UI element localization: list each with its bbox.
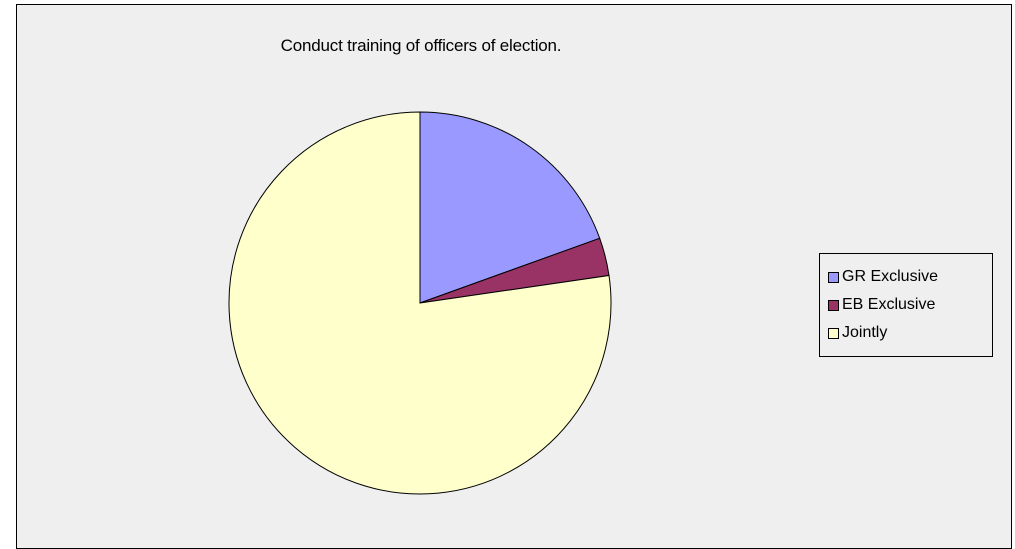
legend-item-eb-exclusive: EB Exclusive [820, 291, 992, 319]
legend-label-gr-exclusive: GR Exclusive [842, 268, 939, 285]
chart-title: Conduct training of officers of election… [280, 36, 562, 55]
pie-slice-jointly [228, 111, 612, 495]
pie-chart [228, 111, 612, 495]
legend-label-jointly: Jointly [842, 324, 888, 341]
legend-item-jointly: Jointly [820, 319, 992, 347]
legend-swatch-gr-exclusive [828, 271, 839, 283]
legend: GR Exclusive EB Exclusive Jointly [819, 253, 993, 357]
legend-swatch-jointly [828, 327, 839, 339]
chart-area: Conduct training of officers of election… [16, 4, 1012, 549]
legend-label-eb-exclusive: EB Exclusive [842, 296, 936, 313]
pie-slice-gr-exclusive [419, 111, 601, 304]
legend-item-gr-exclusive: GR Exclusive [820, 263, 992, 291]
legend-swatch-eb-exclusive [828, 299, 839, 311]
